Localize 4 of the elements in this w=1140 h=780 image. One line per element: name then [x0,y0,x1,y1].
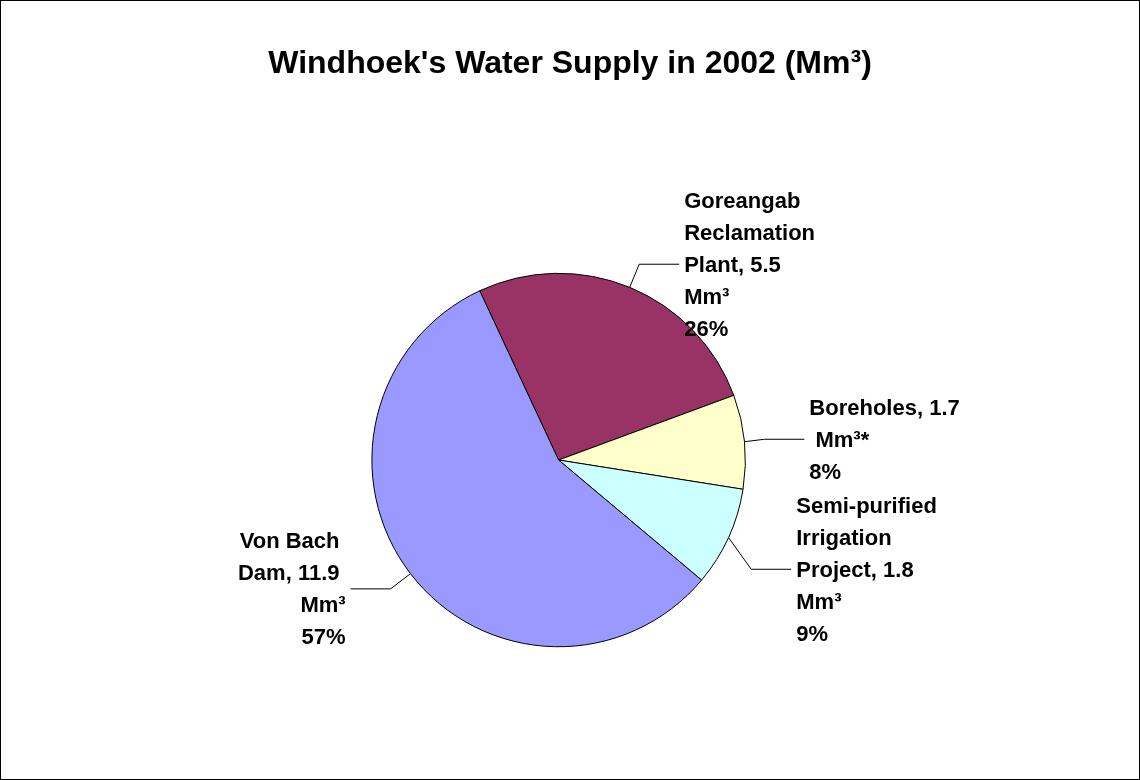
slice-label: Semi-purified Irrigation Project, 1.8 Mm³ 9% [796,492,943,646]
slice-label: Von Bach Dam, 11.9 Mm³ 57% [237,528,346,650]
chart-title: Windhoek's Water Supply in 2002 (Mm³) [268,44,872,80]
slice-label: Boreholes, 1.7 Mm³* 8% [809,394,960,484]
